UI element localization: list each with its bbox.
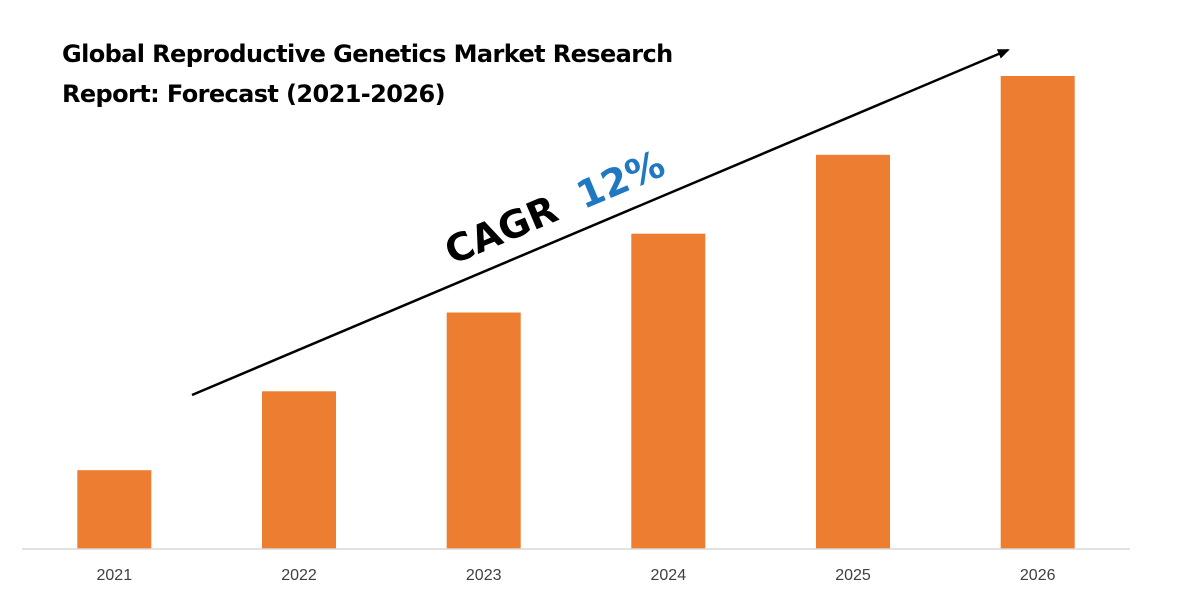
bar-2023 — [446, 312, 521, 549]
x-tick-label-2023: 2023 — [466, 567, 502, 584]
bar-2021 — [77, 470, 152, 549]
x-tick-label-2026: 2026 — [1020, 567, 1056, 584]
bar-series — [77, 76, 1075, 550]
bar-2022 — [262, 391, 336, 549]
x-tick-label-2021: 2021 — [97, 567, 133, 584]
bar-2025 — [816, 154, 890, 550]
cagr-trend-arrow — [191, 48, 1010, 397]
cagr-label: CAGR — [438, 187, 564, 273]
bar-2024 — [631, 233, 706, 549]
x-tick-label-2024: 2024 — [651, 567, 687, 584]
x-tick-label-2022: 2022 — [281, 567, 317, 584]
x-tick-label-2025: 2025 — [835, 567, 871, 584]
chart-title: Global Reproductive Genetics Market Rese… — [62, 40, 673, 108]
bar-2026 — [1000, 76, 1075, 549]
cagr-value: 12% — [570, 142, 671, 218]
x-axis-tick-labels: 2021 2022 2023 2024 2025 2026 — [97, 567, 1056, 584]
